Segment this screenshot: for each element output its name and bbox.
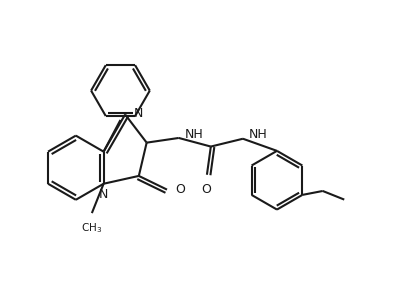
Text: N: N [133, 107, 143, 120]
Text: O: O [175, 183, 185, 196]
Text: NH: NH [184, 128, 203, 140]
Text: N: N [99, 188, 108, 201]
Text: O: O [201, 183, 211, 196]
Text: CH$_3$: CH$_3$ [81, 222, 102, 236]
Text: NH: NH [248, 128, 267, 141]
